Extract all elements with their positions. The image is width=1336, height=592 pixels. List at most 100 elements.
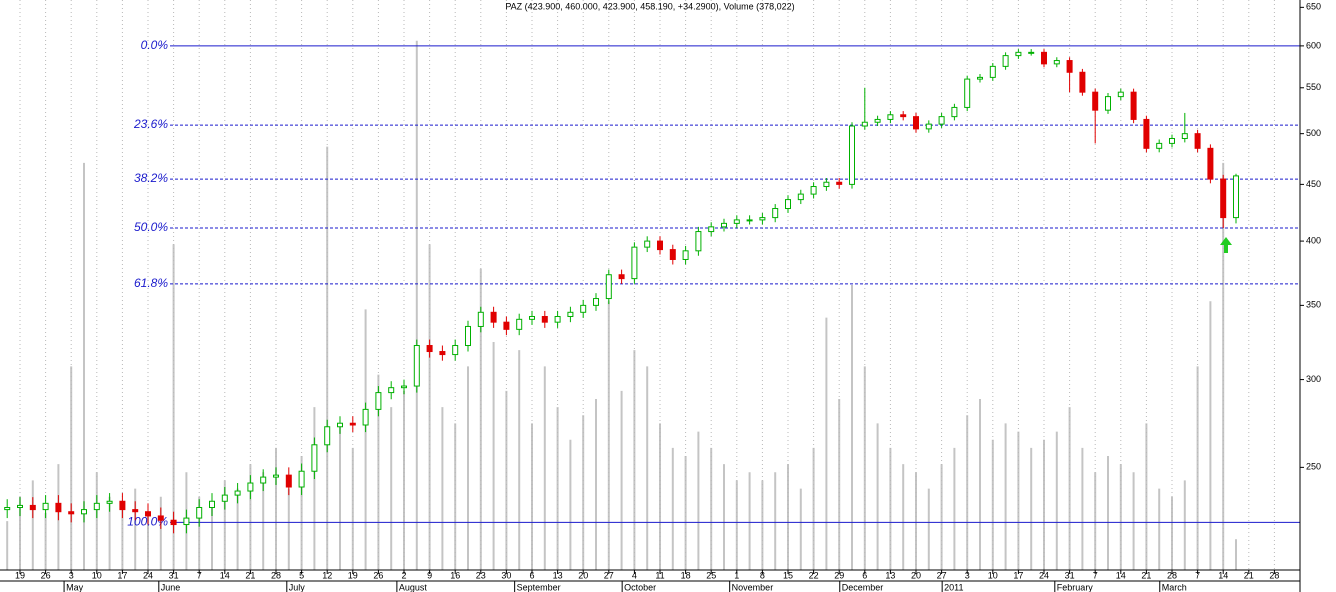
candle-body: [183, 517, 190, 526]
month-label: October: [624, 582, 656, 592]
x-tick-label: 4: [632, 570, 637, 580]
candle-body: [311, 444, 318, 472]
candle-body: [900, 114, 907, 118]
candle-body: [221, 494, 228, 502]
candle-body: [68, 511, 75, 515]
candle-body: [746, 219, 753, 222]
candle-body: [605, 274, 612, 300]
y-tick-label: 250: [1306, 462, 1321, 472]
x-tick-label: 19: [348, 570, 358, 580]
candle-body: [401, 385, 407, 389]
candle-body: [285, 474, 292, 488]
candle-body: [951, 106, 958, 118]
candle-body: [298, 470, 305, 488]
candle-body: [375, 392, 382, 410]
y-tick-label: 650: [1306, 2, 1321, 12]
level-label: 0.0%: [141, 38, 169, 52]
x-tick-label: 3: [965, 570, 970, 580]
candle-body: [119, 500, 126, 511]
candle-body: [785, 199, 791, 210]
candle-body: [362, 408, 369, 426]
candle-body: [1207, 147, 1214, 180]
candle-body: [1079, 71, 1086, 93]
x-tick-label: 9: [427, 570, 432, 580]
x-tick-label: 31: [1065, 570, 1075, 580]
candle-body: [55, 502, 62, 513]
x-tick-label: 11: [655, 570, 664, 580]
candle-body: [567, 311, 574, 318]
candle-body: [797, 193, 804, 201]
candle-body: [823, 181, 830, 188]
candle-body: [81, 509, 87, 515]
candle-body: [426, 345, 433, 353]
month-label: June: [161, 582, 181, 592]
candle-body: [772, 208, 779, 219]
x-tick-label: 24: [143, 570, 153, 580]
candle-body: [644, 240, 651, 248]
candle-body: [1117, 91, 1124, 98]
x-tick-label: 1: [734, 570, 739, 580]
x-tick-label: 20: [911, 570, 921, 580]
y-tick-label: 350: [1306, 300, 1321, 310]
x-tick-label: 21: [245, 570, 255, 580]
candle-body: [516, 318, 523, 330]
month-label: July: [289, 582, 306, 592]
y-tick-label: 600: [1306, 40, 1321, 50]
y-tick-label: 500: [1306, 128, 1321, 138]
candle-body: [554, 316, 561, 323]
candle-body: [490, 311, 497, 323]
x-tick-label: 24: [1039, 570, 1049, 580]
candle-body: [887, 114, 894, 120]
x-tick-label: 20: [578, 570, 588, 580]
x-tick-label: 19: [15, 570, 25, 580]
candle-body: [337, 422, 343, 428]
candle-body: [1105, 96, 1111, 111]
candle-body: [759, 217, 766, 221]
x-tick-label: 7: [197, 570, 202, 580]
candle-body: [1092, 91, 1099, 111]
candle-body: [388, 387, 395, 394]
y-tick-label: 300: [1306, 374, 1321, 384]
candle-body: [1220, 178, 1227, 219]
x-tick-label: 14: [1218, 570, 1228, 580]
grid-layer: [19, 0, 1275, 570]
candle-body: [209, 500, 215, 509]
level-label: 23.6%: [133, 117, 168, 131]
x-tick-label: 25: [706, 570, 716, 580]
y-tick-label: 450: [1306, 179, 1321, 189]
candle-body: [977, 76, 983, 80]
x-tick-label: 15: [783, 570, 793, 580]
candle-body: [17, 504, 23, 509]
month-label: August: [399, 582, 428, 592]
x-tick-label: 27: [937, 570, 947, 580]
candle-body: [157, 515, 164, 521]
candle-body: [1041, 51, 1047, 65]
month-label: December: [842, 582, 884, 592]
candle-body: [861, 121, 868, 127]
candle-body: [657, 240, 663, 251]
x-tick-label: 26: [373, 570, 383, 580]
candle-body: [196, 507, 203, 519]
candle-body: [1130, 91, 1137, 120]
x-tick-label: 10: [988, 570, 998, 580]
x-tick-label: 7: [1093, 570, 1098, 580]
candle-body: [452, 345, 459, 356]
candle-layer: [4, 49, 1239, 534]
x-tick-label: 29: [834, 570, 844, 580]
candle-body: [260, 476, 267, 484]
candle-body: [580, 304, 587, 313]
candle-body: [631, 246, 638, 280]
x-tick-label: 16: [450, 570, 460, 580]
candle-body: [503, 321, 510, 330]
candle-body: [439, 351, 446, 356]
candle-body: [669, 249, 676, 260]
candle-body: [913, 116, 919, 130]
x-tick-label: 14: [220, 570, 230, 580]
x-tick-label: 28: [1167, 570, 1177, 580]
x-tick-label: 3: [69, 570, 74, 580]
candle-body: [1002, 55, 1009, 67]
candle-body: [1015, 51, 1022, 57]
month-label: February: [1057, 582, 1094, 592]
